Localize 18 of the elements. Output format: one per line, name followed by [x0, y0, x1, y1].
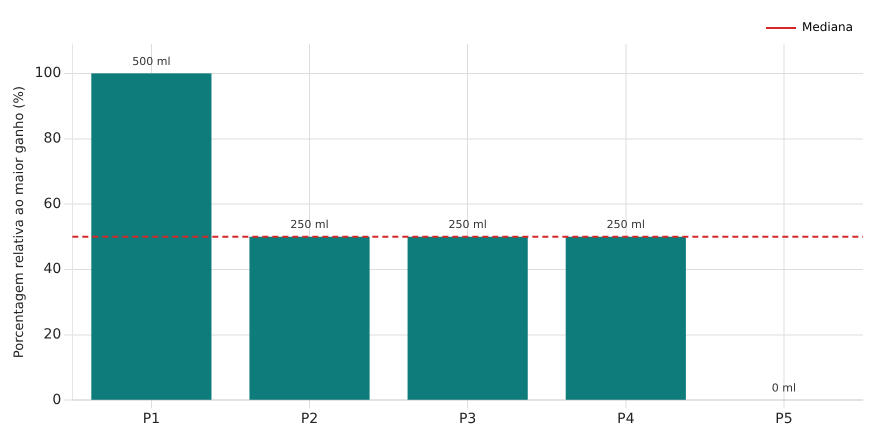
annotation: 250 ml	[290, 218, 329, 232]
y-tick-label: 80	[43, 130, 62, 146]
y-tick-label: 60	[43, 196, 62, 212]
x-tick-label: P1	[142, 411, 160, 428]
x-tick-label: P3	[458, 411, 476, 428]
annotation: 0 ml	[772, 382, 796, 395]
legend-label: Mediana	[802, 20, 853, 34]
annotation: 500 ml	[132, 54, 171, 68]
annotation: 250 ml	[448, 218, 487, 232]
x-tick-label: P2	[300, 411, 318, 428]
y-tick-label: 0	[52, 392, 62, 408]
y-tick-label: 100	[34, 65, 62, 82]
y-axis-title: Porcentagem relativa ao maior ganho (%)	[12, 86, 28, 358]
y-tick-label: 20	[43, 326, 62, 342]
y-tick-label: 40	[43, 261, 62, 278]
x-tick-label: P5	[775, 411, 793, 428]
x-tick-label: P4	[617, 411, 635, 428]
annotation: 250 ml	[606, 218, 645, 232]
